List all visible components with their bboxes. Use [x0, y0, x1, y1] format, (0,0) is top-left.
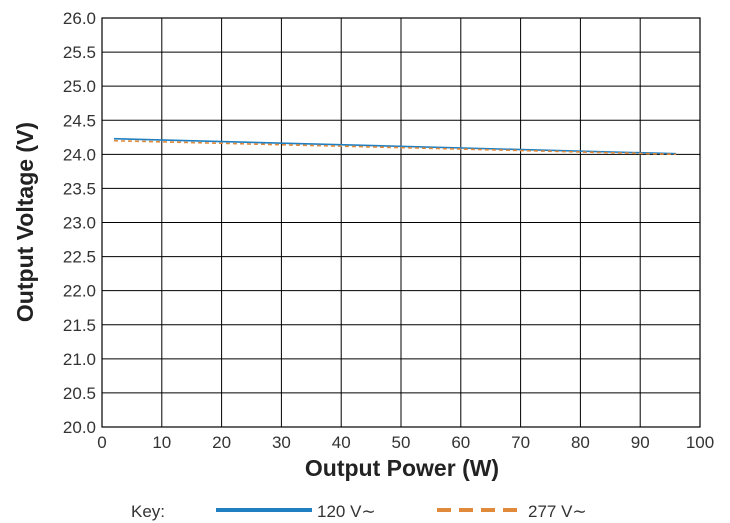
y-tick-label: 20.5: [63, 384, 96, 403]
y-tick-label: 22.0: [63, 282, 96, 301]
y-tick-label: 24.0: [63, 145, 96, 164]
series-line-0: [113, 137, 677, 155]
x-tick-label: 40: [332, 433, 351, 452]
y-tick-label: 22.5: [63, 248, 96, 267]
x-tick-label: 10: [152, 433, 171, 452]
x-tick-label: 90: [631, 433, 650, 452]
x-tick-label: 20: [212, 433, 231, 452]
legend-label-277v: 277 V∼: [528, 502, 587, 521]
y-tick-label: 23.0: [63, 214, 96, 233]
y-axis-title: Output Voltage (V): [12, 122, 38, 322]
y-tick-label: 21.0: [63, 350, 96, 369]
y-tick-label: 26.0: [63, 9, 96, 28]
y-tick-label: 20.0: [63, 418, 96, 437]
legend: Key: 120 V∼ 277 V∼: [131, 502, 587, 521]
x-tick-label: 50: [392, 433, 411, 452]
y-tick-label: 21.5: [63, 316, 96, 335]
y-tick-label: 24.5: [63, 111, 96, 130]
y-tick-label: 25.5: [63, 43, 96, 62]
legend-key-label: Key:: [131, 502, 165, 521]
legend-label-120v: 120 V∼: [317, 502, 376, 521]
x-tick-label: 30: [272, 433, 291, 452]
x-tick-label: 60: [451, 433, 470, 452]
y-tick-labels: 20.0 20.5 21.0 21.5 22.0 22.5 23.0 23.5 24.0 24.5…: [63, 9, 96, 437]
y-tick-label: 25.0: [63, 77, 96, 96]
y-tick-label: 23.5: [63, 179, 96, 198]
x-tick-label: 100: [686, 433, 714, 452]
x-tick-label: 80: [571, 433, 590, 452]
x-tick-label: 70: [511, 433, 530, 452]
chart-series: [113, 137, 677, 156]
x-tick-label: 0: [97, 433, 106, 452]
x-tick-labels: 0 10 20 30 40 50 60 70 80 90 100: [97, 433, 714, 452]
series-line-1: [113, 139, 677, 156]
x-axis-title: Output Power (W): [305, 455, 499, 481]
chart-grid: [101, 17, 701, 428]
